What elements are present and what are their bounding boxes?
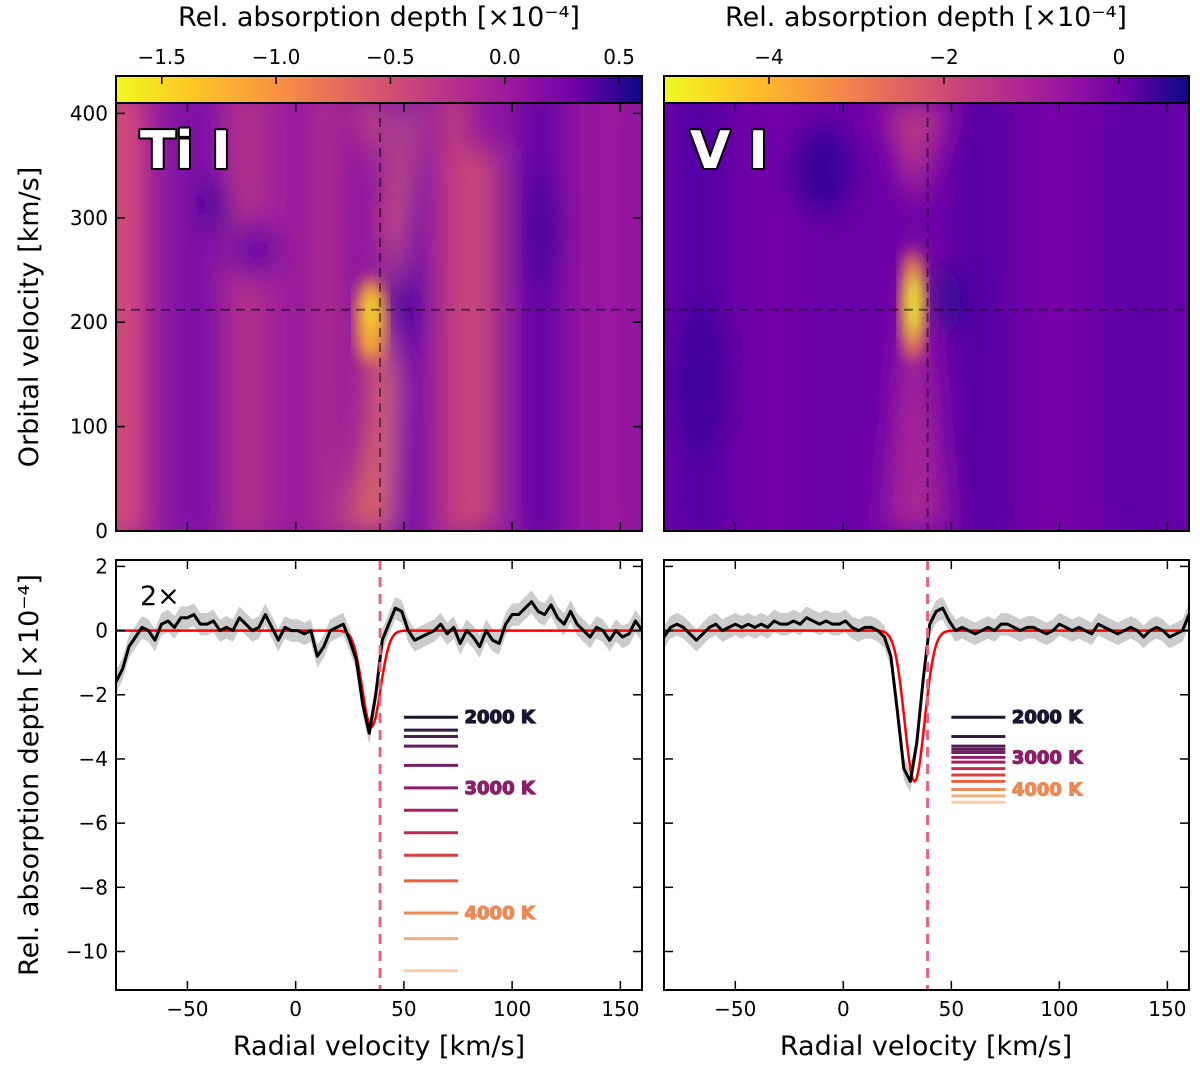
- heatmap-blob: [175, 103, 215, 531]
- y-tick-label: 400: [70, 101, 108, 125]
- x-axis-label-right: Radial velocity [km/s]: [780, 1031, 1072, 1062]
- temperature-label: 2000 K: [1012, 707, 1083, 728]
- colorbar-ticks-ti: −1.5 −1.0 −0.5 0.0 0.5: [137, 45, 635, 84]
- temperature-label: 4000 K: [465, 903, 536, 924]
- heatmap-blob: [929, 266, 961, 334]
- axes-frame-v: [663, 102, 1190, 532]
- x-tick-label: 50: [939, 997, 964, 1021]
- colorbar-v: [663, 75, 1190, 104]
- y-tick-label: 2: [95, 554, 108, 578]
- heatmap-blob: [116, 103, 145, 531]
- panel-v-heatmap: Rel. absorption depth [×10⁻⁴] −4 −2 0: [663, 2, 1190, 532]
- panel-v-ccf: 2000 K 3000 K 4000 K −50 0 50 100 150 Radial v…: [663, 559, 1190, 1062]
- x-tick-label: 100: [1040, 997, 1078, 1021]
- x-tick-label: 100: [493, 997, 531, 1021]
- heatmap-blob: [1030, 103, 1080, 531]
- y-ticks-depth: 2 0 −2 −4 −6 −8 −10: [66, 554, 642, 963]
- x-ticks-left: −50 0 50 100 150: [166, 560, 639, 1021]
- x-tick-label: −50: [166, 997, 208, 1021]
- x-ticks-top-right: [734, 103, 1169, 531]
- heatmap-blob: [470, 150, 495, 530]
- axes-frame-ti: [115, 102, 643, 532]
- x-ticks-top-left: [186, 103, 622, 531]
- model-temperature-bars: [403, 715, 459, 973]
- y-ticks-orbital: 0 100 200 300 400: [70, 101, 1189, 543]
- colorbar-tick-label: −1.5: [137, 45, 186, 69]
- heatmap-blob: [262, 103, 292, 531]
- error-band: [664, 596, 1189, 793]
- colorbar-tick-label: −4: [754, 45, 783, 69]
- x-axis-label-left: Radial velocity [km/s]: [233, 1031, 525, 1062]
- axes-frame-v-ccf: [663, 559, 1190, 991]
- y-tick-label: 100: [70, 415, 108, 439]
- colorbar-ticks-v: −4 −2 0: [754, 45, 1125, 84]
- x-ticks-right: −50 0 50 100 150: [714, 560, 1186, 1021]
- heatmap-blob: [1110, 103, 1170, 531]
- heatmap-blob: [790, 125, 850, 215]
- heatmap-peak-core: [906, 275, 922, 335]
- x-tick-label: −50: [714, 997, 756, 1021]
- colorbar-label-ti: Rel. absorption depth [×10⁻⁴]: [178, 2, 580, 33]
- colorbar-tick-label: 0.0: [489, 45, 521, 69]
- heatmap-blob: [895, 103, 935, 210]
- y-tick-label: −4: [79, 747, 108, 771]
- heatmap-blob: [230, 103, 258, 531]
- colorbar-label-v: Rel. absorption depth [×10⁻⁴]: [725, 2, 1127, 33]
- heatmap-blob: [233, 220, 277, 280]
- y-axis-label-depth: Rel. absorption depth [×10⁻⁴]: [14, 574, 45, 976]
- model-temperature-bars: [951, 715, 1006, 804]
- colorbar-tick-label: −2: [929, 45, 958, 69]
- panel-ti-ccf: 2× 2000 K 3000 K 4000 K 2 0 −2 −4 −6 −8 −10 −50 0…: [66, 554, 643, 1062]
- x-tick-label: 0: [289, 997, 302, 1021]
- heatmap-v: [664, 103, 1189, 531]
- temperature-label: 4000 K: [1012, 779, 1083, 800]
- heatmap-blob: [895, 210, 935, 531]
- y-tick-label: 200: [70, 310, 108, 334]
- temperature-labels: 2000 K 3000 K 4000 K: [1011, 707, 1084, 801]
- y-tick-label: −2: [79, 683, 108, 707]
- y-tick-label: −8: [79, 875, 108, 899]
- colorbar-tick-label: −0.5: [366, 45, 415, 69]
- temperature-label: 3000 K: [465, 778, 536, 799]
- temperature-labels: 2000 K 3000 K 4000 K: [464, 707, 537, 925]
- heatmap-blob: [355, 103, 385, 180]
- heatmap-blob: [520, 103, 560, 531]
- heatmap-blob: [590, 103, 630, 531]
- heatmap-blob: [670, 300, 730, 460]
- colorbar-tick-label: 0.5: [603, 45, 635, 69]
- y-tick-label: 300: [70, 206, 108, 230]
- y-tick-label: 0: [95, 619, 108, 643]
- y-tick-label: −10: [66, 939, 108, 963]
- x-tick-label: 150: [601, 997, 639, 1021]
- axes-frame-ti-ccf: [115, 559, 643, 991]
- temperature-label: 3000 K: [1012, 747, 1083, 768]
- colorbar-tick-label: 0: [1113, 45, 1126, 69]
- species-label-v: V I: [690, 121, 768, 181]
- y-tick-label: −6: [79, 811, 108, 835]
- x-tick-label: 150: [1148, 997, 1186, 1021]
- heatmap-blob: [960, 103, 1000, 531]
- colorbar-tick-label: −1.0: [252, 45, 301, 69]
- y-axis-label-orbital: Orbital velocity [km/s]: [14, 167, 45, 467]
- x-tick-label: 0: [837, 997, 850, 1021]
- heatmap-blob: [440, 103, 468, 531]
- x-tick-label: 50: [391, 997, 416, 1021]
- y-tick-label: 0: [95, 519, 108, 543]
- colorbar-ti: [115, 75, 643, 104]
- species-label-ti: Ti I: [140, 121, 231, 181]
- heatmap-ti: [116, 103, 642, 531]
- heatmap-blob: [197, 177, 233, 233]
- heatmap-blob: [383, 260, 427, 340]
- y-ticks-depth-right: [664, 565, 1189, 953]
- heatmap-blob: [520, 170, 560, 290]
- panel-ti-heatmap: Rel. absorption depth [×10⁻⁴] −1.5 −1.0 −0…: [70, 2, 1189, 543]
- scale-annotation: 2×: [140, 581, 180, 612]
- temperature-label: 2000 K: [465, 707, 536, 728]
- heatmap-blob: [315, 103, 337, 531]
- heatmap-blob: [380, 103, 420, 300]
